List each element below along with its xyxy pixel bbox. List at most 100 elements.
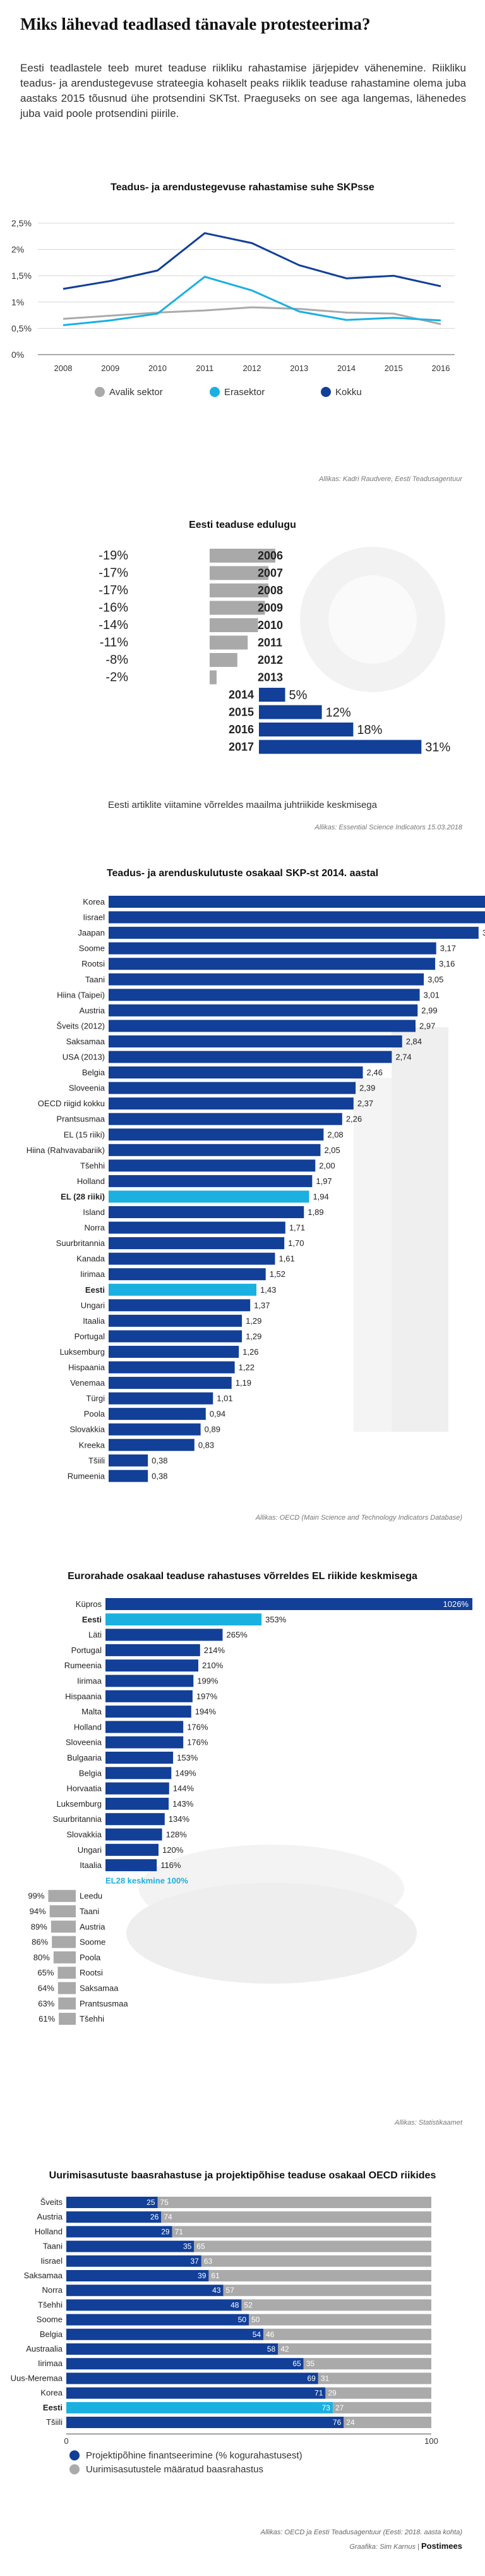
success-chart-caption: Eesti artiklite viitamine võrreldes maai… xyxy=(108,800,377,810)
value-label: 48 xyxy=(231,2300,239,2309)
bar-base xyxy=(303,2358,431,2370)
value-label: 64% xyxy=(38,1984,54,1993)
category-label: Türgi xyxy=(86,1394,105,1403)
value-label: 144% xyxy=(173,1784,195,1793)
legend-label: Kokku xyxy=(335,387,362,398)
bar xyxy=(109,1345,239,1358)
category-label: Saksamaa xyxy=(66,1037,105,1046)
value-label: 76 xyxy=(333,2418,342,2427)
bar xyxy=(109,1082,356,1094)
value-label: 42 xyxy=(280,2345,289,2353)
category-label: Eesti xyxy=(82,1615,102,1624)
value-label: -16% xyxy=(99,601,128,615)
bar-project xyxy=(66,2240,195,2252)
bar xyxy=(109,1470,148,1482)
value-label: 2,46 xyxy=(367,1068,383,1077)
category-label: Itaalia xyxy=(83,1316,105,1326)
value-label: 31 xyxy=(321,2374,330,2383)
category-label: Hiina (Rahvavabariik) xyxy=(27,1145,105,1155)
bar-project xyxy=(66,2328,264,2340)
bar xyxy=(259,705,322,719)
axis-label: 0 xyxy=(64,2436,68,2446)
value-label: 0,38 xyxy=(152,1456,167,1465)
footer-credit: Graafika: Sim Karnus | Postimees xyxy=(349,2541,462,2551)
value-label: 2,08 xyxy=(327,1130,343,1139)
value-label: 29 xyxy=(328,2389,337,2398)
value-label: 1,19 xyxy=(236,1378,251,1388)
year-label: 2010 xyxy=(258,619,283,632)
category-label: Eesti xyxy=(43,2403,63,2412)
bar xyxy=(109,1252,275,1265)
category-label: Austria xyxy=(37,2212,63,2221)
bar xyxy=(59,2013,76,2025)
value-label: 1,71 xyxy=(289,1223,305,1233)
value-label: -17% xyxy=(99,583,128,597)
oecd-chart-source: Allikas: OECD ja Eesti Teadusagentuur (E… xyxy=(260,2529,462,2536)
value-label: 176% xyxy=(187,1722,208,1731)
category-label: Korea xyxy=(40,2388,63,2398)
y-tick-label: 1% xyxy=(11,297,24,307)
category-label: Portugal xyxy=(71,1645,102,1655)
bar xyxy=(109,1051,392,1063)
legend-label: Avalik sektor xyxy=(109,387,163,398)
category-label: Malta xyxy=(81,1707,102,1716)
bar-project xyxy=(66,2343,278,2355)
category-label: Küpros xyxy=(76,1599,102,1609)
category-label: Iisrael xyxy=(83,913,105,922)
value-label: 75 xyxy=(160,2198,169,2207)
category-label: Kanada xyxy=(76,1254,105,1264)
bar xyxy=(109,1159,316,1172)
bar xyxy=(109,1175,313,1187)
value-label: 50 xyxy=(251,2316,260,2324)
category-label: Rumeenia xyxy=(68,1471,105,1480)
value-label: 58 xyxy=(267,2345,276,2353)
bar xyxy=(105,1598,472,1610)
category-label: EL (15 riiki) xyxy=(64,1130,105,1139)
value-label: -14% xyxy=(99,618,128,632)
bar xyxy=(210,601,265,615)
value-label: 46 xyxy=(266,2330,275,2339)
value-label: 116% xyxy=(160,1860,181,1870)
value-label: 35 xyxy=(183,2242,192,2251)
value-label: 39 xyxy=(198,2271,207,2280)
bar xyxy=(109,1206,304,1218)
bar xyxy=(105,1782,169,1795)
bar xyxy=(109,1423,201,1436)
category-label: Portugal xyxy=(75,1331,105,1341)
bar-base xyxy=(325,2387,431,2399)
value-label: 2,37 xyxy=(357,1099,373,1108)
bar xyxy=(105,1690,193,1702)
value-label: 199% xyxy=(197,1676,219,1686)
bar xyxy=(57,1982,76,1994)
category-label: Ungari xyxy=(78,1845,102,1855)
value-label: 80% xyxy=(33,1953,50,1962)
category-label: Holland xyxy=(74,1722,102,1731)
bar xyxy=(109,1283,256,1296)
legend-marker xyxy=(95,387,105,397)
line-chart: 0% 0,5% 1% 1,5% 2% 2,5% 2008 2009 2010 2011 2012 20… xyxy=(11,218,455,398)
value-label: 1,29 xyxy=(246,1316,261,1326)
category-label: EL (28 riiki) xyxy=(61,1192,105,1201)
bar xyxy=(53,1951,76,1963)
category-label: Island xyxy=(83,1207,105,1217)
value-label: 89% xyxy=(31,1922,47,1931)
value-label: 86% xyxy=(32,1938,48,1947)
bar xyxy=(109,1314,242,1327)
eurofunds-chart-source: Allikas: Statistikaamet xyxy=(395,2119,462,2127)
bar xyxy=(109,1097,354,1110)
category-label: Tšiili xyxy=(88,1456,105,1465)
category-label: Tšehhi xyxy=(80,1161,105,1170)
oecd-chart: Šveits 25 75 Austria 26 74 Holland 29 71 Taani 35 6… xyxy=(11,2197,438,2475)
year-label: 2011 xyxy=(258,637,282,649)
value-label: 27 xyxy=(335,2403,344,2412)
line-chart-title: Teadus- ja arendustegevuse rahastamise s… xyxy=(111,182,374,193)
category-label: Rootsi xyxy=(81,959,105,968)
category-label: Venemaa xyxy=(70,1378,105,1388)
value-label: 71 xyxy=(175,2227,184,2236)
bar xyxy=(51,1920,76,1933)
bar xyxy=(259,740,422,754)
bar xyxy=(105,1813,165,1826)
value-label: 1,26 xyxy=(242,1347,258,1357)
bar xyxy=(105,1859,157,1872)
